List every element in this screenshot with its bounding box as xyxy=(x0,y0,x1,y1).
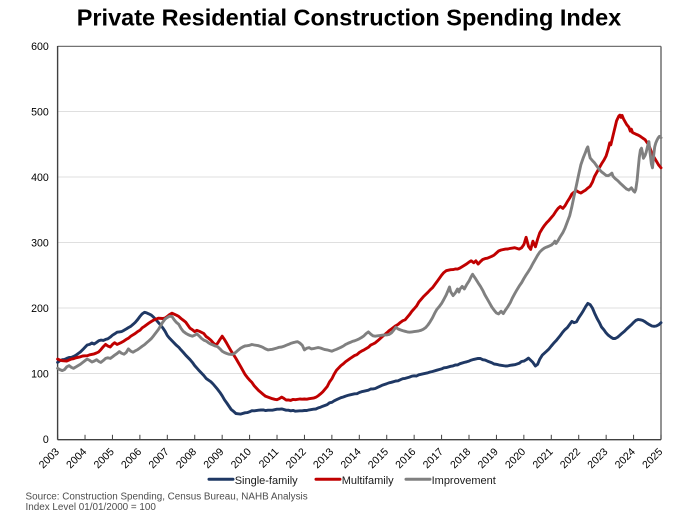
svg-text:Index Level 01/01/2000 = 100: Index Level 01/01/2000 = 100 xyxy=(26,502,157,513)
svg-text:Single-family: Single-family xyxy=(235,475,298,487)
svg-text:500: 500 xyxy=(31,106,49,118)
svg-text:Source: Construction Spending,: Source: Construction Spending, Census Bu… xyxy=(26,492,308,503)
svg-text:300: 300 xyxy=(31,237,49,249)
svg-text:200: 200 xyxy=(31,303,49,315)
svg-text:400: 400 xyxy=(31,172,49,184)
svg-text:Private Residential Constructi: Private Residential Construction Spendin… xyxy=(77,5,622,31)
svg-text:600: 600 xyxy=(31,41,49,53)
svg-text:100: 100 xyxy=(31,368,49,380)
svg-text:Multifamily: Multifamily xyxy=(342,475,394,487)
svg-text:Improvement: Improvement xyxy=(432,475,496,487)
svg-text:0: 0 xyxy=(43,434,49,446)
